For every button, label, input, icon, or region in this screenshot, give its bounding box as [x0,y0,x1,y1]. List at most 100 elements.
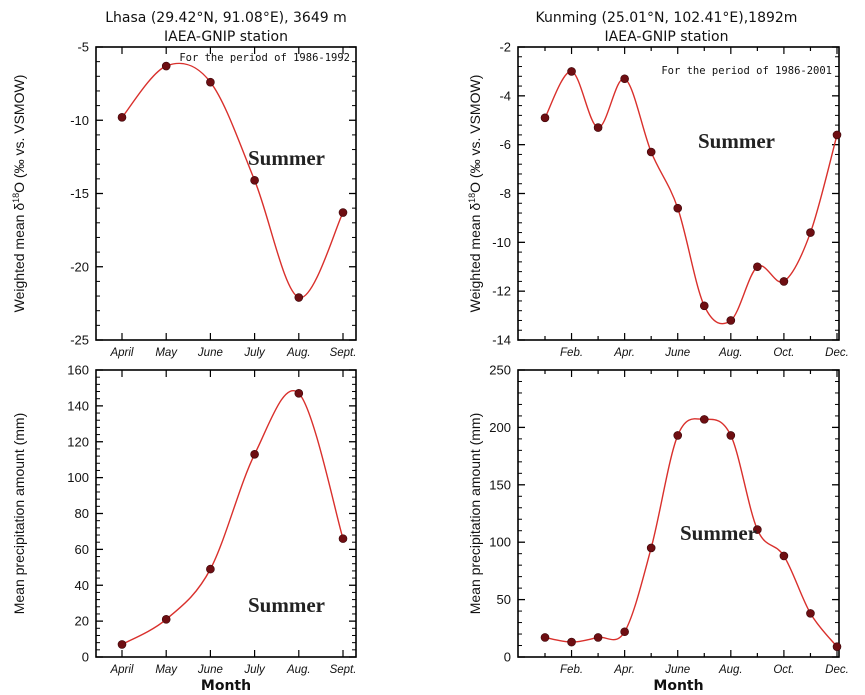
data-point-apr [620,74,629,84]
y-tick-label: -12 [492,284,511,299]
data-point-oct [779,551,789,561]
summer-annotation: Summer [680,521,757,545]
chart-kunming_precip: 0 50 100 150 200 250 Feb. Apr. June Aug. Oct. Dec. M… [467,363,849,695]
plot-frame [517,369,840,658]
y-tick-label: 200 [489,420,511,435]
data-point-nov [806,609,815,618]
data-point-feb [567,67,576,76]
summer-annotation: Summer [698,129,775,153]
x-tick-label: June [664,347,690,359]
series-line [544,70,838,325]
chart-title-line: IAEA-GNIP station [605,29,729,45]
y-tick-label: 0 [82,650,89,665]
summer-annotation: Summer [248,593,325,617]
y-axis-label: Mean precipitation amount (mm) [11,413,27,615]
y-tick-label: 40 [75,578,89,593]
data-point-dec [832,642,842,651]
data-point-aug [726,316,736,325]
y-tick-label: 60 [75,542,89,557]
data-point-june [206,77,215,87]
data-point-july [699,301,709,311]
plot-frame [517,46,840,341]
y-tick-label: 160 [67,363,89,378]
data-point-may [161,615,171,624]
data-point-june [673,431,683,440]
data-point-april [117,640,127,649]
data-point-april [117,113,127,122]
data-point-feb [567,637,576,647]
x-tick-label: Apr. [613,664,635,676]
summer-annotation: Summer [248,146,325,170]
plot-frame [95,46,357,341]
x-tick-label: Sept. [330,664,357,676]
y-tick-label: -6 [499,137,511,152]
data-point-dec [832,130,842,140]
y-tick-label: -10 [70,113,89,128]
y-tick-label: 100 [489,535,511,550]
x-tick-label: Aug. [286,664,311,676]
y-tick-label: -25 [70,333,89,348]
data-point-aug [726,431,736,440]
x-tick-label: Dec. [825,347,849,359]
x-axis-label: Month [201,678,251,694]
data-point-jan [540,633,550,642]
y-tick-label: 0 [504,650,511,665]
x-tick-label: May [155,347,178,359]
y-tick-label: 140 [67,398,89,413]
data-point-aug [294,293,304,302]
y-tick-label: 50 [497,592,511,607]
y-tick-label: -4 [499,88,511,103]
x-tick-label: Dec. [825,664,849,676]
data-point-sept [338,534,348,543]
data-point-nov [806,228,815,237]
x-tick-label: Oct. [773,347,794,359]
chart-title-line: IAEA-GNIP station [164,29,288,45]
data-point-july [699,415,709,424]
x-tick-label: April [109,664,133,676]
y-axis-label: Weighted mean δ18O (‰ vs. VSMOW) [467,75,483,313]
chart-title-line: Kunming (25.01°N, 102.41°E),1892m [536,10,798,26]
period-note: For the period of 1986-2001 [661,65,832,77]
x-axis-label: Month [653,678,703,694]
x-tick-label: Aug. [286,347,311,359]
chart-kunming_d18o: Kunming (25.01°N, 102.41°E),1892m IAEA-GN… [467,10,849,359]
data-point-july [250,450,259,459]
y-tick-label: -20 [70,259,89,274]
y-tick-label: 100 [67,470,89,485]
x-tick-label: June [664,664,690,676]
series-line [121,62,344,299]
y-tick-label: -8 [499,186,511,201]
x-tick-label: Feb. [560,664,583,676]
x-tick-label: June [197,664,223,676]
x-tick-label: July [243,664,266,676]
data-point-mar [593,633,603,642]
data-point-sept [753,525,762,534]
y-tick-label: -2 [499,40,511,55]
chart-lhasa_precip: 0 20 40 60 80 100 120 140 160 April May June July Aug… [11,363,357,694]
chart-lhasa_d18o: Lhasa (29.42°N, 91.08°E), 3649 m IAEA-GNI… [11,10,357,359]
y-tick-label: 120 [67,434,89,449]
x-tick-label: Apr. [613,347,635,359]
y-tick-label: 150 [489,477,511,492]
y-tick-label: -14 [492,333,511,348]
x-tick-label: July [243,347,266,359]
data-point-aug [294,389,304,398]
data-point-june [673,203,683,213]
y-tick-label: 80 [75,506,89,521]
y-tick-label: -5 [77,40,89,55]
x-tick-label: Feb. [560,347,583,359]
x-tick-label: June [197,347,223,359]
x-tick-label: Aug. [718,664,743,676]
y-tick-label: -10 [492,235,511,250]
x-tick-label: Aug. [718,347,743,359]
data-point-sept [338,208,348,217]
x-tick-label: April [109,347,133,359]
y-axis-label: Mean precipitation amount (mm) [467,413,483,615]
data-point-june [206,564,215,574]
data-point-mar [593,123,603,132]
x-tick-label: Sept. [330,347,357,359]
y-axis-label: Weighted mean δ18O (‰ vs. VSMOW) [11,75,27,313]
data-point-sept [753,262,762,272]
x-tick-label: May [155,664,178,676]
